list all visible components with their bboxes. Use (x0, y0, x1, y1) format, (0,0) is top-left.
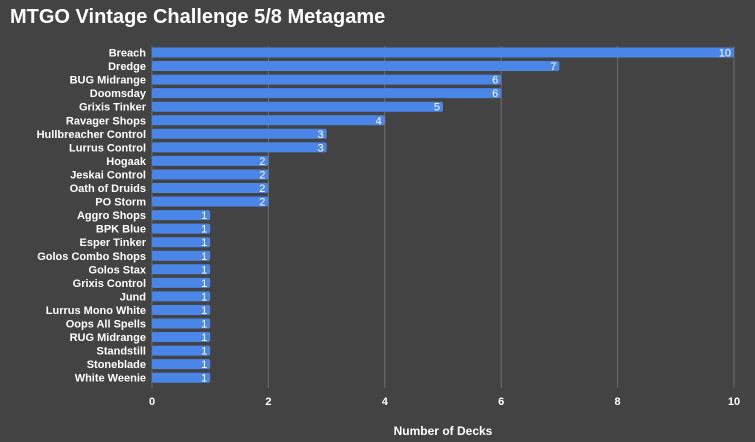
category-label: Esper Tinker (80, 237, 147, 249)
category-label: Grixis Control (73, 278, 146, 290)
bar (152, 210, 211, 221)
x-tick-label: 10 (728, 396, 740, 408)
bar (152, 115, 385, 126)
bar (152, 74, 502, 85)
bar-value-label: 1 (201, 359, 207, 371)
category-label: BUG Midrange (70, 75, 146, 87)
category-label: Aggro Shops (77, 210, 146, 222)
bar (152, 223, 211, 234)
bar-value-label: 1 (201, 251, 207, 263)
bar-value-label: 2 (259, 197, 265, 209)
bar-value-label: 5 (434, 102, 440, 114)
bar (152, 332, 211, 343)
category-label: Doomsday (90, 88, 147, 100)
category-label: Hullbreacher Control (37, 129, 146, 141)
bar (152, 345, 211, 356)
x-tick-labels: 0 2 4 6 8 10 (149, 396, 740, 408)
bar-value-label: 6 (492, 88, 498, 100)
category-label: Jund (120, 291, 146, 303)
bar-value-label: 6 (492, 75, 498, 87)
category-label: Hogaak (106, 156, 147, 168)
bar (152, 318, 211, 329)
bar-value-label: 1 (201, 373, 207, 385)
bar-value-label: 1 (201, 319, 207, 331)
bar-value-label: 1 (201, 291, 207, 303)
bar-value-label: 2 (259, 169, 265, 181)
bar-value-label: 1 (201, 332, 207, 344)
bar (152, 142, 327, 153)
bar (152, 183, 269, 193)
bar-value-label: 10 (719, 48, 731, 60)
category-label: PO Storm (95, 197, 146, 209)
x-tick-label: 6 (498, 396, 504, 408)
category-label: Standstill (96, 346, 146, 358)
bar (152, 169, 269, 180)
bar-value-label: 1 (201, 346, 207, 358)
category-label: RUG Midrange (70, 332, 146, 344)
category-label: Golos Combo Shops (37, 251, 146, 263)
bar (152, 359, 211, 370)
chart-title: MTGO Vintage Challenge 5/8 Metagame (10, 6, 386, 28)
bar (152, 196, 269, 207)
category-label: Breach (109, 48, 147, 60)
bar-value-label: 3 (317, 129, 323, 141)
category-label: Jeskai Control (70, 169, 146, 181)
bar-value-label: 1 (201, 210, 207, 222)
bar (152, 372, 211, 383)
x-tick-label: 4 (382, 396, 389, 408)
bar (152, 61, 560, 72)
bar (152, 47, 734, 58)
bar (152, 155, 269, 166)
bar-value-label: 1 (201, 278, 207, 290)
bar (152, 128, 327, 139)
bar (152, 250, 211, 261)
bar (152, 304, 211, 315)
category-label: White Weenie (75, 373, 146, 385)
category-label: Oath of Druids (70, 183, 146, 195)
x-tick-label: 2 (265, 396, 271, 408)
bar (152, 277, 211, 288)
bar-value-label: 2 (259, 156, 265, 168)
bar-value-label: 7 (550, 61, 556, 73)
category-label: BPK Blue (96, 224, 146, 236)
bar-value-label: 1 (201, 224, 207, 236)
category-label: Ravager Shops (66, 115, 146, 127)
category-label: Dredge (108, 61, 146, 73)
bar-value-label: 4 (376, 115, 382, 127)
bar-value-label: 1 (201, 237, 207, 249)
x-axis-title: Number of Decks (394, 424, 493, 438)
category-label: Oops All Spells (66, 319, 146, 331)
category-label: Grixis Tinker (79, 102, 147, 114)
bar-value-label: 1 (201, 305, 207, 317)
bar-value-label: 1 (201, 264, 207, 276)
category-label: Stoneblade (87, 359, 146, 371)
bar (152, 237, 211, 248)
x-tick-label: 8 (615, 396, 621, 408)
bar-value-label: 2 (259, 183, 265, 195)
category-label: Golos Stax (89, 264, 147, 276)
bar (152, 291, 211, 302)
category-label: Lurrus Mono White (46, 305, 146, 317)
bar (152, 101, 443, 112)
x-tick-label: 0 (149, 396, 155, 408)
category-label: Lurrus Control (69, 142, 146, 154)
bar-value-label: 3 (317, 142, 323, 154)
bar (152, 88, 502, 99)
bar (152, 264, 211, 275)
